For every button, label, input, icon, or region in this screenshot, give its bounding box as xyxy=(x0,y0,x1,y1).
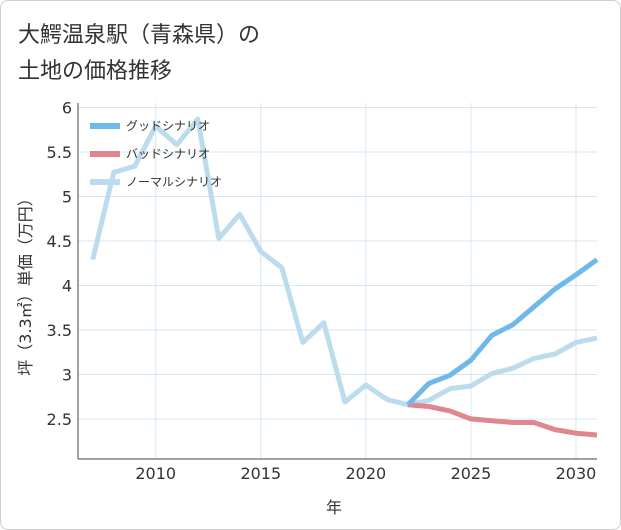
y-tick-label-5.5: 5.5 xyxy=(47,143,72,162)
y-tick-labels: 2.5 3 3.5 4 4.5 5 5.5 6 xyxy=(47,98,72,429)
x-tick-label-2015: 2015 xyxy=(240,464,281,483)
chart-title-line-2: 土地の価格推移 xyxy=(18,59,173,84)
chart-title-line-1: 大鰐温泉駅（青森県）の xyxy=(18,23,261,48)
y-tick-label-6: 6 xyxy=(62,98,72,117)
y-tick-label-3: 3 xyxy=(62,365,72,384)
x-tick-label-2030: 2030 xyxy=(556,464,597,483)
y-axis-label: 坪（3.3㎡）単価（万円） xyxy=(16,190,35,375)
x-tick-label-2020: 2020 xyxy=(346,464,387,483)
y-tick-label-5: 5 xyxy=(62,187,72,206)
x-axis-label: 年 xyxy=(326,498,342,517)
x-tick-label-2010: 2010 xyxy=(135,464,176,483)
chart-title: 大鰐温泉駅（青森県）の 土地の価格推移 xyxy=(18,18,260,90)
legend-label-2: ノーマルシナリオ xyxy=(126,175,222,189)
legend-label-0: グッドシナリオ xyxy=(126,119,210,133)
axes xyxy=(77,103,597,460)
series-line-1 xyxy=(407,402,598,438)
y-tick-label-3.5: 3.5 xyxy=(47,321,72,340)
series-line-2 xyxy=(90,116,598,408)
y-tick-label-4.5: 4.5 xyxy=(47,232,72,251)
x-tick-labels: 2010 2015 2020 2025 2030 xyxy=(135,464,596,483)
legend-label-1: バッドシナリオ xyxy=(126,147,210,161)
y-tick-label-4: 4 xyxy=(62,276,72,295)
series-line-0 xyxy=(406,257,599,407)
grid xyxy=(78,103,597,459)
series-lines xyxy=(90,116,599,438)
y-tick-label-2.5: 2.5 xyxy=(47,410,72,429)
x-tick-label-2025: 2025 xyxy=(451,464,492,483)
